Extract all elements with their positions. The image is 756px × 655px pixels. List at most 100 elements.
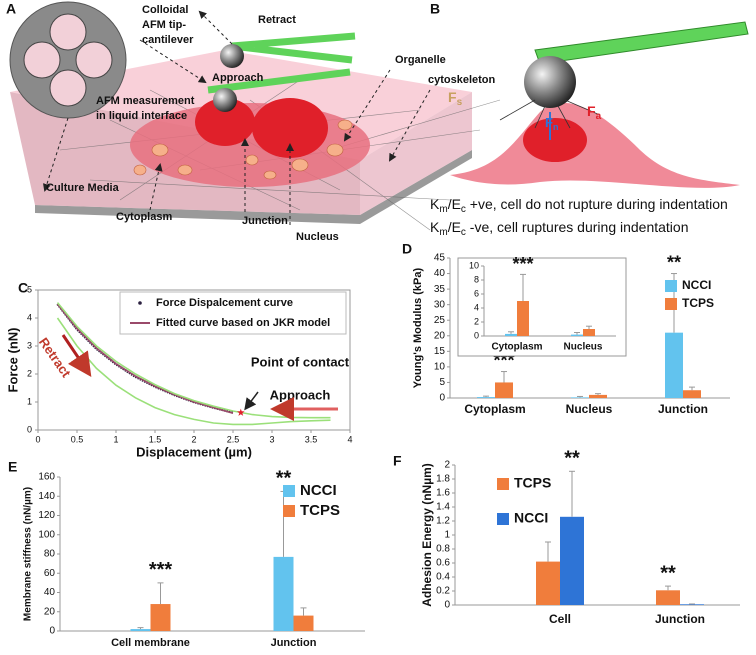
y-tick-label: 0.4: [436, 572, 450, 583]
bar: [583, 329, 595, 336]
inset-frame: [457, 257, 627, 357]
y-axis-label: Membrane stiffness (nN/µm): [23, 487, 34, 621]
condition-text: -ve, cell ruptures during indentation: [466, 219, 689, 235]
force-label: Fs: [448, 89, 463, 108]
y-tick-label: 40: [434, 268, 446, 279]
symbol: K: [430, 196, 440, 212]
symbol: /E: [448, 196, 461, 212]
panel-letter: D: [402, 241, 412, 257]
y-tick-label: 1.2: [436, 516, 450, 527]
tip-sphere: [524, 56, 576, 108]
y-tick-label: 10: [469, 260, 479, 270]
legend-swatch: [497, 478, 509, 490]
x-tick-label: Nucleus: [566, 402, 613, 416]
panel-letter: E: [8, 459, 17, 475]
panel-letter: A: [6, 1, 16, 17]
x-tick-label: 1.5: [149, 434, 162, 444]
legend-box: [119, 291, 347, 335]
y-tick-label: 5: [27, 284, 32, 294]
y-tick-label: 4: [474, 302, 479, 312]
legend-swatch: [665, 298, 677, 310]
y-axis-label: Young's Modulus (kPa): [412, 267, 424, 388]
series-line: [56, 303, 234, 414]
condition: Km/Ec -ve, cell ruptures during indentat…: [430, 219, 689, 238]
x-tick-label: 2.5: [227, 434, 240, 444]
bar: [680, 604, 704, 605]
legend-label: NCCI: [300, 482, 337, 499]
label: Junction: [242, 215, 288, 227]
y-tick-label: 3: [27, 340, 32, 350]
y-tick-label: 20: [44, 606, 56, 617]
x-tick-label: Junction: [655, 612, 705, 626]
cantilever: [207, 68, 351, 94]
nucleus: [523, 118, 587, 162]
x-tick-label: 0: [35, 434, 40, 444]
label: Organelle: [395, 54, 446, 66]
panel-letter: C: [18, 280, 28, 296]
contact-point: [237, 408, 245, 416]
bar: [495, 382, 513, 398]
bar: [560, 516, 584, 605]
y-tick-label: 30: [434, 299, 446, 310]
subscript: c: [461, 204, 466, 215]
bar: [571, 334, 583, 336]
tip-sphere: [213, 88, 237, 112]
y-tick-label: 5: [439, 377, 445, 388]
legend-label: Force Dispalcement curve: [156, 297, 293, 309]
panel-a: A Colloidal AFM tip- cantilever Retract …: [6, 1, 501, 243]
y-tick-label: 0.2: [436, 586, 450, 597]
y-tick-label: 2: [444, 460, 450, 471]
x-tick-label: 2: [191, 434, 196, 444]
legend-swatch: [283, 485, 295, 497]
significance: ***: [149, 559, 173, 581]
y-tick-label: 10: [434, 362, 446, 373]
y-tick-label: 4: [27, 312, 32, 322]
subscript: m: [439, 204, 447, 215]
bar: [536, 561, 560, 605]
x-tick-label: 0.5: [71, 434, 84, 444]
legend-label: Fitted curve based on JKR model: [156, 317, 330, 329]
y-tick-label: 0: [474, 330, 479, 340]
y-tick-label: 1: [444, 530, 450, 541]
y-tick-label: 6: [474, 288, 479, 298]
bar: [150, 604, 171, 631]
bar: [273, 556, 294, 631]
arrow: [244, 391, 259, 411]
x-tick-label: Nucleus: [564, 342, 603, 353]
y-tick-label: 0: [444, 600, 450, 611]
y-tick-label: 60: [44, 568, 56, 579]
y-tick-label: 1.6: [436, 488, 450, 499]
significance: **: [564, 448, 580, 470]
annotation: Point of contact: [251, 354, 350, 369]
label: Colloidal: [142, 4, 188, 16]
panel-b: B Fs Fa Fn Km/Ec +ve, cell do not ruptur…: [430, 1, 749, 238]
y-tick-label: 8: [474, 274, 479, 284]
y-tick-label: 100: [38, 529, 55, 540]
y-tick-label: 2: [27, 368, 32, 378]
y-tick-label: 140: [38, 491, 55, 502]
y-tick-label: 0: [49, 626, 55, 637]
bar: [589, 394, 607, 398]
y-tick-label: 20: [434, 330, 446, 341]
label: cantilever: [142, 34, 194, 46]
legend-swatch: [665, 280, 677, 292]
y-tick-label: 25: [434, 315, 446, 326]
nucleus: [195, 98, 255, 146]
y-tick-label: 2: [474, 316, 479, 326]
bar: [683, 390, 701, 398]
bar: [656, 590, 680, 605]
bar: [517, 301, 529, 336]
x-tick-label: 3: [269, 434, 274, 444]
y-tick-label: 15: [434, 346, 446, 357]
label: Cytoplasm: [116, 211, 172, 223]
label: Culture Media: [46, 182, 120, 194]
y-axis-label: Force (nN): [5, 328, 20, 393]
subscript: c: [461, 227, 466, 238]
y-tick-label: 120: [38, 510, 55, 521]
y-tick-label: 45: [434, 253, 446, 264]
panel-letter: F: [393, 453, 402, 469]
series-line: [56, 317, 331, 426]
tethers: [499, 99, 601, 129]
legend-swatch: [497, 513, 509, 525]
symbol: K: [430, 219, 440, 235]
